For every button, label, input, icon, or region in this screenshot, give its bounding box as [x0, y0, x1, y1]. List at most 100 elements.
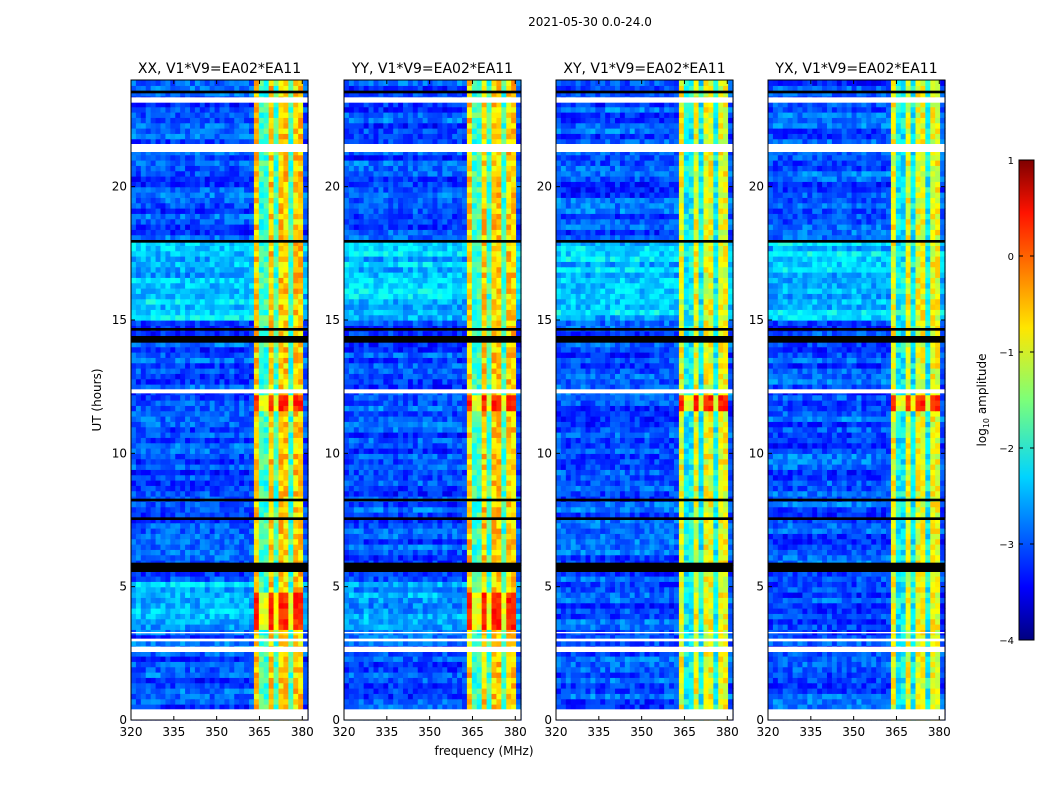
heatmap-cell	[293, 613, 299, 620]
heatmap-cell	[194, 213, 201, 220]
heatmap-cell	[219, 320, 226, 326]
heatmap-cell	[204, 384, 211, 390]
heatmap-cell	[258, 410, 265, 417]
heatmap-cell	[393, 672, 399, 678]
heatmap-cell	[219, 501, 226, 508]
heatmap-cell	[150, 261, 157, 268]
heatmap-cell	[140, 453, 147, 460]
heatmap-cell	[229, 373, 235, 380]
heatmap-cell	[180, 309, 186, 316]
heatmap-cell	[253, 474, 260, 481]
heatmap-cell	[476, 666, 483, 673]
heatmap-cell	[373, 672, 380, 678]
heatmap-cell	[180, 80, 186, 86]
heatmap-cell	[199, 197, 206, 204]
heatmap-cell	[511, 672, 517, 678]
heatmap-cell	[273, 128, 280, 134]
heatmap-cell	[239, 101, 245, 108]
heatmap-cell	[209, 490, 216, 497]
heatmap-cell	[244, 677, 250, 684]
heatmap-cell	[175, 213, 181, 220]
heatmap-cell	[234, 160, 240, 166]
heatmap-cell	[373, 693, 380, 700]
heatmap-cell	[194, 517, 201, 524]
heatmap-cell	[273, 570, 280, 577]
heatmap-cell	[140, 272, 147, 278]
heatmap-cell	[344, 693, 350, 700]
heatmap-cell	[293, 448, 299, 454]
heatmap-cell	[160, 453, 167, 460]
heatmap-cell	[258, 581, 265, 588]
heatmap-cell	[239, 506, 245, 513]
heatmap-cell	[209, 218, 216, 225]
heatmap-cell	[278, 640, 285, 646]
heatmap-cell	[283, 309, 289, 316]
heatmap-cell	[214, 533, 221, 540]
heatmap-cell	[273, 416, 280, 422]
heatmap-cell	[511, 688, 517, 694]
heatmap-cell	[278, 160, 285, 166]
heatmap-cell	[190, 458, 196, 465]
heatmap-cell	[283, 298, 289, 305]
heatmap-cell	[278, 106, 285, 113]
heatmap-cell	[437, 656, 443, 662]
heatmap-cell	[348, 661, 355, 668]
heatmap-cell	[283, 538, 289, 545]
heatmap-cell	[209, 613, 216, 620]
heatmap-cell	[194, 469, 201, 476]
heatmap-cell	[393, 661, 399, 668]
heatmap-cell	[288, 682, 294, 689]
heatmap-cell	[224, 202, 230, 209]
heatmap-cell	[175, 378, 181, 385]
heatmap-cell	[199, 149, 206, 156]
heatmap-cell	[145, 138, 152, 145]
heatmap-cell	[511, 656, 517, 662]
heatmap-cell	[155, 176, 162, 182]
heatmap-cell	[303, 576, 309, 582]
heatmap-cell	[234, 202, 240, 209]
heatmap-cell	[253, 506, 260, 513]
heatmap-cell	[263, 208, 270, 214]
heatmap-cell	[303, 528, 309, 534]
heatmap-cell	[140, 426, 147, 433]
heatmap-cell	[199, 101, 206, 108]
heatmap-cell	[244, 586, 250, 593]
heatmap-cell	[283, 432, 289, 438]
heatmap-cell	[131, 570, 137, 577]
heatmap-cell	[273, 576, 280, 582]
heatmap-cell	[258, 485, 265, 492]
heatmap-cell	[268, 666, 275, 673]
heatmap-cell	[209, 426, 216, 433]
heatmap-cell	[234, 165, 240, 172]
heatmap-cell	[278, 218, 285, 225]
heatmap-cell	[175, 266, 181, 273]
heatmap-cell	[155, 517, 162, 524]
heatmap-cell	[303, 586, 309, 593]
heatmap-cell	[199, 528, 206, 534]
heatmap-cell	[214, 576, 221, 582]
heatmap-cell	[214, 256, 221, 262]
heatmap-cell	[239, 245, 245, 252]
heatmap-cell	[175, 245, 181, 252]
heatmap-cell	[229, 677, 235, 684]
heatmap-cell	[131, 197, 137, 204]
heatmap-cell	[249, 688, 255, 694]
heatmap-cell	[165, 400, 171, 406]
heatmap-cell	[204, 117, 211, 124]
heatmap-cell	[135, 101, 142, 108]
heatmap-cell	[214, 597, 221, 604]
heatmap-cell	[303, 533, 309, 540]
heatmap-cell	[140, 234, 147, 241]
heatmap-cell	[219, 517, 226, 524]
heatmap-cell	[155, 240, 162, 246]
heatmap-cell	[457, 666, 463, 673]
heatmap-cell	[239, 128, 245, 134]
heatmap-cell	[263, 597, 270, 604]
heatmap-cell	[194, 597, 201, 604]
heatmap-cell	[288, 170, 294, 177]
heatmap-cell	[219, 357, 226, 364]
heatmap-cell	[234, 373, 240, 380]
heatmap-cell	[358, 688, 365, 694]
heatmap-cell	[145, 117, 152, 124]
heatmap-cell	[427, 624, 434, 630]
